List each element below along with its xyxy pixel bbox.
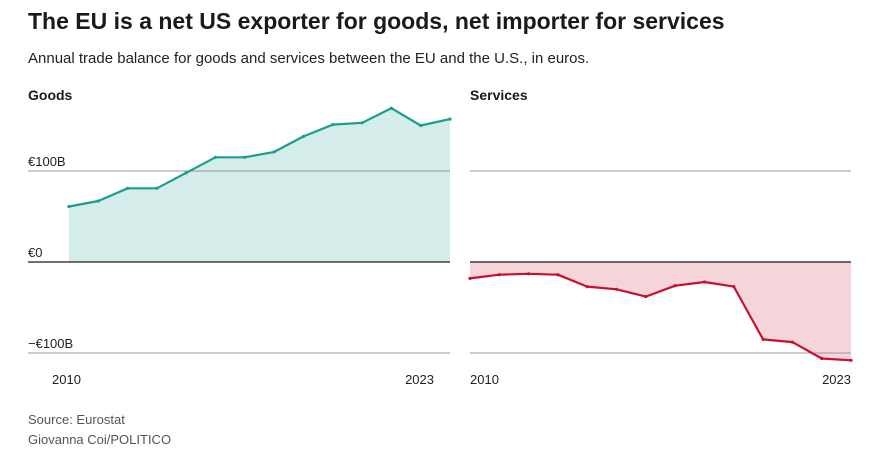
goods-data-point-2010: [67, 204, 71, 209]
goods-area: [69, 108, 450, 262]
goods-x-tick-label-end: 2023: [405, 372, 434, 387]
goods-data-point-2014: [184, 171, 188, 175]
goods-data-point-2021: [389, 106, 393, 110]
services-data-point-2012: [527, 272, 531, 276]
services-data-point-2021: [790, 340, 795, 344]
services-data-point-2013: [556, 273, 560, 277]
services-data-point-2014: [585, 285, 589, 289]
services-data-point-2015: [614, 287, 619, 291]
chart-title: The EU is a net US exporter for goods, n…: [28, 8, 725, 34]
services-data-point-2019: [732, 285, 736, 289]
services-data-point-2010: [468, 276, 472, 280]
services-data-point-2023: [849, 358, 853, 362]
services-data-point-2020: [761, 337, 765, 341]
goods-data-point-2017: [272, 150, 276, 154]
goods-panel-title: Goods: [28, 87, 73, 103]
services-area: [470, 262, 851, 361]
services-data-point-2018: [702, 280, 707, 284]
goods-y-tick-label-1: €0: [28, 245, 42, 260]
goods-y-tick-label-0: €100B: [28, 154, 66, 169]
services-panel-title: Services: [470, 87, 528, 103]
goods-data-point-2015: [213, 155, 218, 159]
services-data-point-2022: [820, 356, 824, 361]
goods-data-point-2020: [360, 121, 364, 125]
services-data-point-2011: [497, 273, 501, 277]
goods-data-point-2022: [419, 123, 423, 128]
goods-data-point-2019: [331, 123, 335, 127]
services-data-point-2017: [673, 284, 677, 288]
goods-data-point-2013: [155, 186, 159, 190]
goods-data-point-2016: [243, 155, 247, 159]
credit-note: Giovanna Coi/POLITICO: [28, 432, 172, 447]
goods-data-point-2023: [448, 117, 452, 121]
source-note: Source: Eurostat: [28, 412, 125, 427]
services-data-point-2016: [644, 295, 648, 299]
services-series-line: [469, 272, 852, 362]
goods-series-line: [68, 107, 451, 208]
goods-y-tick-label-2: −€100B: [28, 336, 73, 351]
goods-data-point-2012: [126, 186, 130, 190]
goods-data-point-2011: [96, 199, 100, 203]
goods-x-tick-label-start: 2010: [52, 372, 81, 387]
services-x-tick-label-start: 2010: [470, 372, 499, 387]
services-x-tick-label-end: 2023: [822, 372, 851, 387]
chart-subtitle: Annual trade balance for goods and servi…: [28, 50, 590, 67]
goods-data-point-2018: [301, 134, 306, 138]
